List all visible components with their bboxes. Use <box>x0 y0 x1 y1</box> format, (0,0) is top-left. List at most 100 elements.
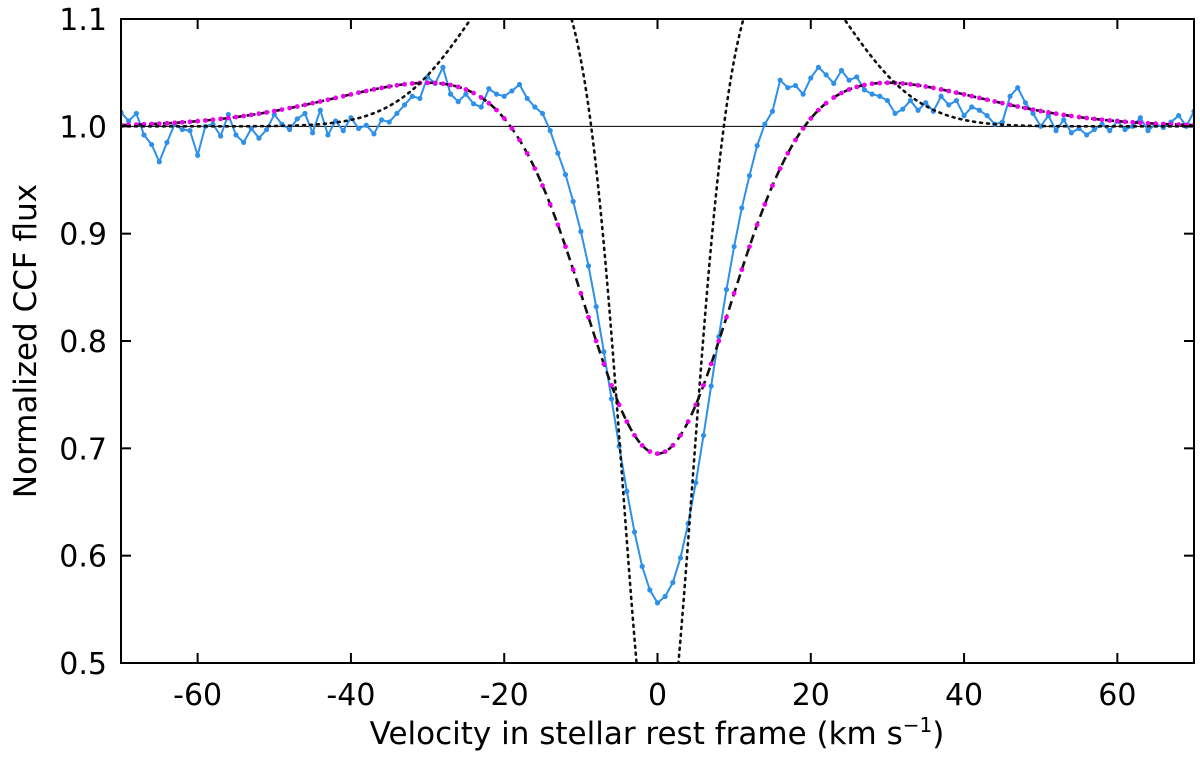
model-magenta-point <box>1038 108 1044 114</box>
model-magenta-point <box>586 314 591 320</box>
y-tick-label: 0.5 <box>59 647 107 682</box>
observed-point <box>639 563 645 570</box>
observed-point <box>739 205 745 211</box>
model-magenta-point <box>463 87 469 92</box>
observed-point <box>677 555 684 561</box>
model-magenta-point <box>747 244 752 250</box>
observed-point <box>547 128 553 134</box>
model-magenta-point <box>371 86 377 92</box>
observed-point <box>141 132 147 138</box>
model-magenta-point <box>716 338 722 344</box>
model-magenta-point <box>831 95 837 100</box>
observed-point <box>371 131 377 137</box>
model-magenta-point <box>402 81 407 87</box>
model-magenta-point <box>225 115 231 121</box>
observed-point <box>225 111 231 118</box>
model-magenta-point <box>1122 119 1128 125</box>
model-magenta-point <box>846 87 852 92</box>
model-magenta-point <box>241 113 247 119</box>
model-magenta-point <box>800 125 806 131</box>
observed-point <box>815 64 822 70</box>
observed-point <box>524 95 530 102</box>
model-magenta-point <box>1045 110 1051 115</box>
model-magenta-point <box>1137 120 1143 126</box>
model-magenta-point <box>1068 113 1074 119</box>
model-magenta-point <box>325 97 331 103</box>
model-magenta-point <box>501 116 507 121</box>
model-magenta-point <box>1015 104 1021 109</box>
model-magenta-point <box>984 97 990 103</box>
observed-point <box>601 349 607 355</box>
observed-point <box>501 93 507 99</box>
series-narrow-dotted-line <box>121 19 1194 663</box>
observed-point <box>133 110 139 117</box>
model-magenta-point <box>478 95 484 100</box>
observed-point <box>654 600 661 606</box>
observed-point <box>386 119 392 125</box>
observed-point <box>769 108 776 114</box>
observed-point <box>1068 130 1074 136</box>
observed-point <box>777 77 783 83</box>
observed-point <box>585 263 592 269</box>
model-magenta-point <box>1153 121 1159 127</box>
model-magenta-point <box>563 244 568 250</box>
observed-point <box>287 126 293 133</box>
observed-point <box>325 132 331 138</box>
observed-point <box>969 104 975 110</box>
observed-point <box>363 122 369 128</box>
model-magenta-point <box>202 118 208 123</box>
observed-point <box>248 125 254 132</box>
model-magenta-point <box>1145 120 1151 126</box>
model-magenta-point <box>900 81 906 86</box>
model-magenta-point <box>808 116 814 121</box>
model-magenta-point <box>639 443 645 448</box>
observed-point <box>984 113 990 119</box>
observed-point <box>608 396 615 402</box>
model-magenta-point <box>379 85 384 91</box>
observed-point <box>746 173 753 179</box>
observed-point <box>1022 100 1028 106</box>
model-magenta-point <box>915 82 921 88</box>
observed-point <box>570 198 576 205</box>
y-tick-label: 1.0 <box>59 110 107 145</box>
observed-point <box>187 128 193 134</box>
model-magenta-point <box>999 100 1005 106</box>
observed-point <box>884 97 891 104</box>
model-magenta-point <box>670 443 676 448</box>
observed-point <box>1007 93 1013 99</box>
model-magenta-point <box>785 150 791 156</box>
model-magenta-point <box>302 102 308 108</box>
model-magenta-point <box>632 432 637 438</box>
x-tick-label: -20 <box>480 678 529 713</box>
observed-point <box>340 128 346 134</box>
observed-point <box>179 126 185 133</box>
model-magenta-point <box>517 137 522 143</box>
observed-point <box>723 286 730 293</box>
model-magenta-point <box>777 166 783 171</box>
model-magenta-point <box>1061 112 1067 118</box>
model-magenta-point <box>739 267 745 273</box>
observed-point <box>218 133 224 139</box>
observed-point <box>938 93 944 99</box>
model-magenta-point <box>701 382 706 388</box>
model-magenta-point <box>969 93 975 99</box>
model-magenta-point <box>770 183 775 188</box>
observed-point <box>493 91 500 97</box>
model-magenta-point <box>862 82 867 88</box>
observed-point <box>854 74 860 80</box>
model-magenta-point <box>448 82 453 88</box>
model-magenta-point <box>471 90 476 96</box>
model-magenta-point <box>532 166 538 171</box>
observed-point <box>792 82 799 89</box>
model-magenta-point <box>279 107 285 113</box>
observed-point <box>624 488 630 494</box>
observed-point <box>294 116 300 122</box>
observed-point <box>1038 123 1044 129</box>
observed-point <box>164 139 170 146</box>
observed-point <box>708 383 714 389</box>
model-magenta-point <box>248 112 254 118</box>
y-tick-label: 1.1 <box>59 3 107 38</box>
observed-point <box>593 304 599 310</box>
observed-point <box>1084 132 1090 138</box>
